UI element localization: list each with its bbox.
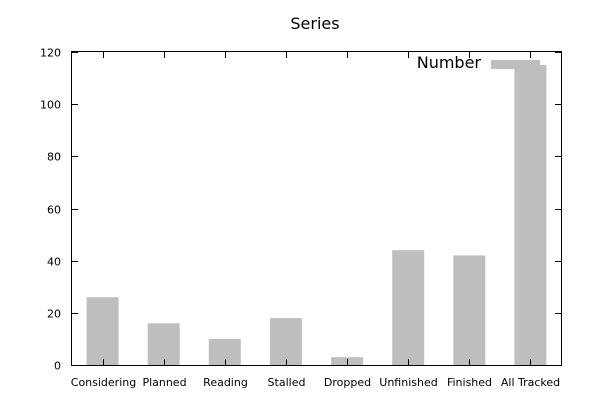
x-tick-label: Considering xyxy=(71,376,136,389)
chart-title: Series xyxy=(290,14,339,33)
y-tick-label: 0 xyxy=(54,360,61,373)
x-axis: Considering Planned Reading Stalled Dropped U… xyxy=(71,52,560,389)
legend-swatch xyxy=(491,60,540,69)
y-tick-label: 40 xyxy=(47,256,61,269)
x-tick-label: Unfinished xyxy=(379,376,437,389)
y-tick-label: 80 xyxy=(47,151,61,164)
bar-reading xyxy=(208,338,241,365)
y-tick-label: 20 xyxy=(47,308,61,321)
x-tick-label: All Tracked xyxy=(501,376,560,389)
bar-all-tracked xyxy=(514,65,547,365)
bars-group xyxy=(86,65,547,365)
legend: Number xyxy=(417,53,540,72)
x-tick-label: Stalled xyxy=(268,376,306,389)
y-tick-label: 60 xyxy=(47,204,61,217)
y-axis: 0 20 40 60 80 100 120 xyxy=(40,47,561,373)
x-tick-label: Reading xyxy=(203,376,248,389)
x-tick-label: Dropped xyxy=(324,376,371,389)
bar-stalled xyxy=(269,318,302,365)
bar-planned xyxy=(147,323,180,365)
legend-label: Number xyxy=(417,53,482,72)
bar-unfinished xyxy=(392,250,425,365)
x-tick-label: Planned xyxy=(142,376,186,389)
bar-considering xyxy=(86,297,119,365)
y-tick-label: 100 xyxy=(40,99,61,112)
y-tick-label: 120 xyxy=(40,47,61,60)
x-tick-label: Finished xyxy=(447,376,492,389)
bar-finished xyxy=(453,255,486,365)
plot-frame xyxy=(71,51,562,366)
